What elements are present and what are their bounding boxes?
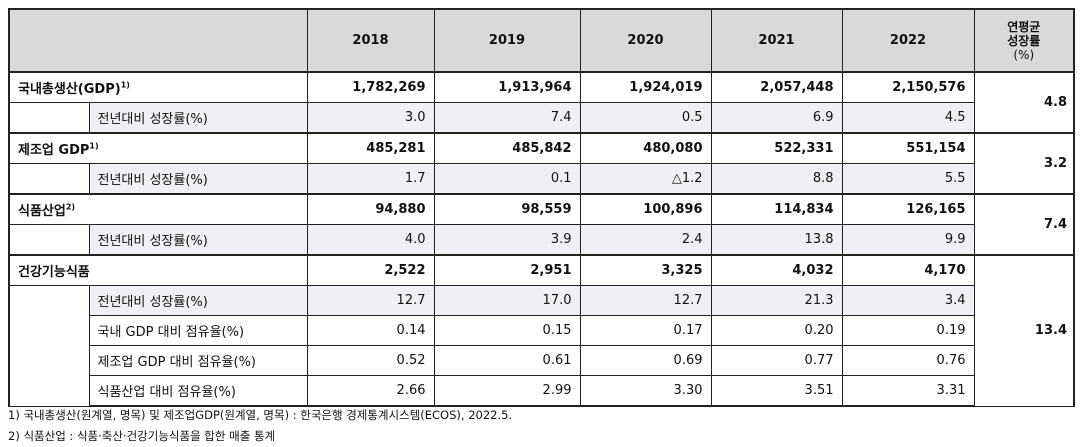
- value-cell: 3,325: [579, 254, 712, 286]
- value-cell: 6.9: [710, 102, 843, 134]
- value-cell: 485,281: [306, 132, 435, 164]
- header-year: 2022: [841, 8, 975, 73]
- value-cell: 8.8: [710, 163, 843, 195]
- header-year: 2019: [433, 8, 581, 73]
- table-row-sub: 식품산업 대비 점유율(%) 2.66 2.99 3.30 3.51 3.31: [9, 375, 1074, 407]
- indent-cell: [8, 102, 90, 134]
- table-row-group: 제조업 GDP1) 485,281 485,842 480,080 522,331 551…: [8, 132, 1075, 195]
- sub-row-label: 전년대비 성장률(%): [88, 285, 308, 316]
- row-label: 식품산업2): [8, 193, 308, 225]
- value-cell: 21.3: [710, 285, 843, 316]
- value-cell: 0.69: [579, 345, 712, 376]
- value-cell: 3.30: [579, 375, 712, 407]
- header-avg-growth: 연평균 성장률 (%): [973, 8, 1075, 73]
- value-cell: 7.4: [433, 102, 581, 134]
- value-cell: 0.20: [710, 315, 843, 346]
- value-cell: 98,559: [433, 193, 581, 225]
- value-cell: 2.99: [433, 375, 581, 407]
- sub-row-label: 국내 GDP 대비 점유율(%): [88, 315, 308, 346]
- value-cell: 2,951: [433, 254, 581, 286]
- value-cell: 17.0: [433, 285, 581, 316]
- value-cell: 3.51: [710, 375, 843, 407]
- avg-growth-cell: 4.8: [973, 71, 1075, 134]
- value-cell: 100,896: [579, 193, 712, 225]
- value-cell: 0.76: [841, 345, 975, 376]
- table-row-sub: 전년대비 성장률(%) 12.7 17.0 12.7 21.3 3.4: [8, 285, 1074, 407]
- header-year: 2018: [306, 8, 435, 73]
- value-cell: 12.7: [579, 285, 712, 316]
- footnote-2: 2) 식품산업 : 식품·축산·건강기능식품을 합한 매출 통계: [8, 429, 276, 443]
- value-cell: 5.5: [841, 163, 975, 195]
- value-cell: 2.66: [306, 375, 435, 407]
- value-cell: 2,057,448: [710, 71, 843, 103]
- sub-row-label: 전년대비 성장률(%): [88, 224, 308, 256]
- value-cell: 1,924,019: [579, 71, 712, 103]
- footnotes: 1) 국내총생산(원계열, 명목) 및 제조업GDP(원계열, 명목) : 한국…: [8, 405, 512, 447]
- table-row-group: 건강기능식품 2,522 2,951 3,325 4,032 4,170 13.4: [8, 254, 1075, 407]
- value-cell: 1,782,269: [306, 71, 435, 103]
- value-cell: 9.9: [841, 224, 975, 256]
- value-cell: 4.5: [841, 102, 975, 134]
- value-cell: 551,154: [841, 132, 975, 164]
- value-cell: 4.0: [306, 224, 435, 256]
- value-cell: 0.52: [306, 345, 435, 376]
- sub-row-label: 전년대비 성장률(%): [88, 163, 308, 195]
- value-cell: 4,032: [710, 254, 843, 286]
- avg-growth-cell: 3.2: [973, 132, 1075, 195]
- value-cell: 0.5: [579, 102, 712, 134]
- table-row-sub: 국내 GDP 대비 점유율(%) 0.14 0.15 0.17 0.20 0.19: [9, 315, 1074, 346]
- value-cell: 0.19: [841, 315, 975, 346]
- value-cell: 2,522: [306, 254, 435, 286]
- value-cell: 126,165: [841, 193, 975, 225]
- header-blank: [8, 8, 308, 73]
- table-row-sub: 전년대비 성장률(%) 3.0 7.4 0.5 6.9 4.5: [8, 102, 1074, 134]
- value-cell: 1,913,964: [433, 71, 581, 103]
- value-cell: 94,880: [306, 193, 435, 225]
- row-label: 제조업 GDP1): [8, 132, 308, 164]
- value-cell: 12.7: [306, 285, 435, 316]
- value-cell: 2.4: [579, 224, 712, 256]
- table-row-group: 식품산업2) 94,880 98,559 100,896 114,834 126,165 7…: [8, 193, 1075, 256]
- value-cell: 2,150,576: [841, 71, 975, 103]
- header-year: 2021: [710, 8, 843, 73]
- sub-row-label: 전년대비 성장률(%): [88, 102, 308, 134]
- value-cell: 3.31: [841, 375, 975, 407]
- value-cell: 3.4: [841, 285, 975, 316]
- avg-growth-cell: 7.4: [973, 193, 1075, 256]
- value-cell: 3.0: [306, 102, 435, 134]
- value-cell: 0.1: [433, 163, 581, 195]
- value-cell: 4,170: [841, 254, 975, 286]
- footnote-1: 1) 국내총생산(원계열, 명목) 및 제조업GDP(원계열, 명목) : 한국…: [8, 408, 513, 422]
- header-year: 2020: [579, 8, 712, 73]
- value-cell: △1.2: [579, 163, 712, 195]
- value-cell: 480,080: [579, 132, 712, 164]
- indent-cell: [8, 224, 90, 256]
- indent-cell: [8, 285, 90, 407]
- value-cell: 1.7: [306, 163, 435, 195]
- value-cell: 0.15: [433, 315, 581, 346]
- table-row-group: 국내총생산(GDP)1) 1,782,269 1,913,964 1,924,019 2…: [8, 71, 1075, 134]
- gdp-growth-table: 2018 2019 2020 2021 2022 연평균 성장률 (%) 국내총생산(GDP)…: [8, 8, 1075, 407]
- value-cell: 0.17: [579, 315, 712, 346]
- table-row-sub: 전년대비 성장률(%) 4.0 3.9 2.4 13.8 9.9: [8, 224, 1074, 256]
- row-label: 국내총생산(GDP)1): [8, 71, 308, 103]
- value-cell: 485,842: [433, 132, 581, 164]
- value-cell: 3.9: [433, 224, 581, 256]
- table-row-sub: 전년대비 성장률(%) 1.7 0.1 △1.2 8.8 5.5: [8, 163, 1074, 195]
- value-cell: 522,331: [710, 132, 843, 164]
- value-cell: 0.14: [306, 315, 435, 346]
- value-cell: 0.61: [433, 345, 581, 376]
- avg-growth-cell: 13.4: [973, 254, 1075, 407]
- indent-cell: [8, 163, 90, 195]
- value-cell: 0.77: [710, 345, 843, 376]
- row-label: 건강기능식품: [8, 254, 308, 286]
- sub-row-label: 식품산업 대비 점유율(%): [88, 375, 308, 407]
- sub-row-label: 제조업 GDP 대비 점유율(%): [88, 345, 308, 376]
- value-cell: 114,834: [710, 193, 843, 225]
- table-row-sub: 제조업 GDP 대비 점유율(%) 0.52 0.61 0.69 0.77 0.76: [9, 345, 1074, 376]
- value-cell: 13.8: [710, 224, 843, 256]
